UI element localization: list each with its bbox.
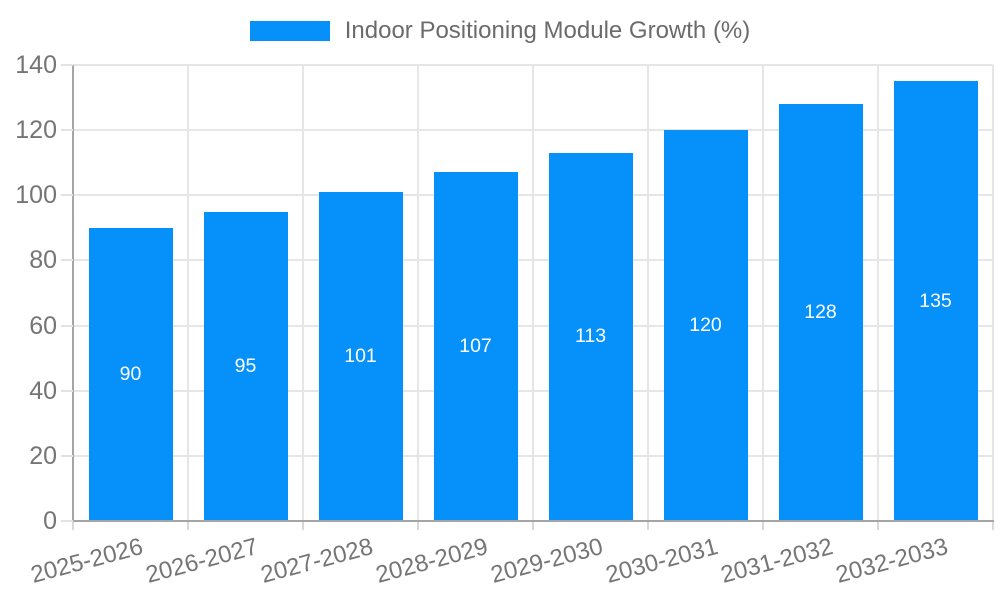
bar-value-label: 135 xyxy=(919,289,952,312)
y-tick-label: 40 xyxy=(29,376,57,405)
x-tick-label: 2025-2026 xyxy=(27,533,146,589)
y-tick-mark xyxy=(61,520,73,522)
y-tick-mark xyxy=(61,129,73,132)
x-tick-mark xyxy=(187,522,189,530)
x-tick-label: 2030-2031 xyxy=(602,533,721,589)
legend: Indoor Positioning Module Growth (%) xyxy=(0,17,1000,45)
bar: 120 xyxy=(663,130,748,521)
legend-swatch xyxy=(249,21,330,41)
x-tick-label: 2031-2032 xyxy=(717,533,836,589)
bar: 101 xyxy=(318,192,403,521)
x-tick-mark xyxy=(877,522,879,530)
bar-value-label: 120 xyxy=(689,314,722,337)
v-gridline xyxy=(877,65,879,521)
y-tick-mark xyxy=(61,389,73,392)
y-tick-mark xyxy=(61,324,73,327)
y-tick-label: 0 xyxy=(43,507,57,535)
y-tick-label: 140 xyxy=(15,51,57,79)
y-tick-mark xyxy=(61,454,73,457)
x-tick-label: 2026-2027 xyxy=(142,533,261,589)
y-tick-label: 120 xyxy=(15,116,57,145)
bar-value-label: 95 xyxy=(234,354,257,377)
y-tick-mark xyxy=(61,194,73,197)
x-tick-mark xyxy=(532,522,534,530)
bar: 90 xyxy=(88,227,173,521)
x-axis-line xyxy=(72,520,994,522)
v-gridline xyxy=(417,65,419,521)
x-tick-label: 2032-2033 xyxy=(832,533,951,589)
y-tick-mark xyxy=(61,64,73,66)
bar: 135 xyxy=(893,81,978,521)
bar: 107 xyxy=(433,172,518,521)
y-axis-line xyxy=(72,65,74,523)
y-tick-mark xyxy=(61,259,73,262)
x-tick-mark xyxy=(992,522,994,530)
bar-value-label: 101 xyxy=(344,345,377,367)
y-tick-label: 60 xyxy=(29,311,57,340)
x-tick-label: 2028-2029 xyxy=(372,533,491,589)
v-gridline xyxy=(762,65,764,521)
bar: 113 xyxy=(548,152,633,521)
y-tick-label: 80 xyxy=(29,246,57,275)
x-tick-mark xyxy=(647,522,649,530)
v-gridline xyxy=(992,65,994,521)
v-gridline xyxy=(187,65,189,521)
plot-area: 90 95 101 107 113 120 128 135 xyxy=(73,64,994,521)
x-tick-mark xyxy=(417,522,419,530)
bar-value-label: 128 xyxy=(804,301,837,324)
y-tick-label: 20 xyxy=(29,441,57,470)
bar-value-label: 107 xyxy=(459,335,492,358)
y-tick-label: 100 xyxy=(15,181,57,210)
x-tick-mark xyxy=(72,522,74,530)
bar: 128 xyxy=(778,104,863,521)
legend-label: Indoor Positioning Module Growth (%) xyxy=(344,17,751,44)
x-tick-mark xyxy=(302,522,304,530)
x-tick-mark xyxy=(762,522,764,530)
v-gridline xyxy=(647,65,649,521)
x-tick-label: 2027-2028 xyxy=(257,533,376,589)
bar-value-label: 113 xyxy=(574,325,607,348)
v-gridline xyxy=(532,65,534,521)
x-tick-label: 2029-2030 xyxy=(487,533,606,589)
bar: 95 xyxy=(203,211,288,521)
bar-value-label: 90 xyxy=(119,362,142,385)
v-gridline xyxy=(302,65,304,521)
